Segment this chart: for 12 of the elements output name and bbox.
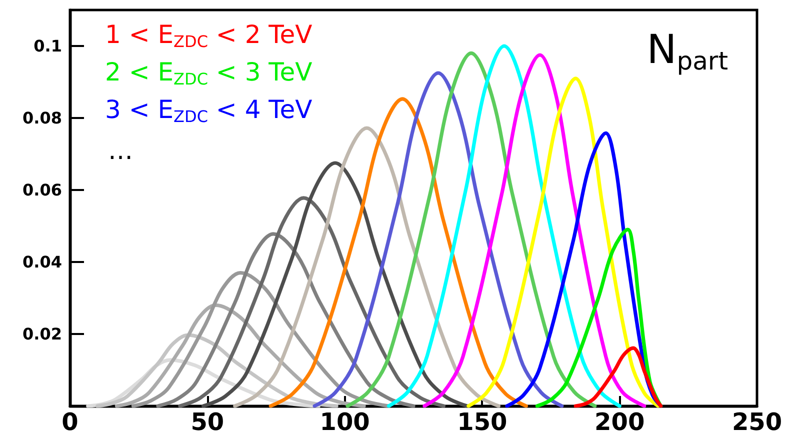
y-tick-label: 0.08 [22, 108, 62, 128]
x-tick-label: 200 [594, 408, 645, 435]
x-tick-label: 0 [62, 408, 78, 435]
annotation: … [108, 136, 133, 165]
x-tick-label: 100 [320, 408, 370, 435]
y-tick-label: 0.04 [22, 252, 62, 272]
x-tick-label: 150 [457, 408, 508, 435]
x-tick-label: 50 [190, 408, 224, 435]
y-tick-label: 0.06 [22, 180, 62, 200]
x-tick-label: 250 [732, 408, 782, 435]
y-tick-label: 0.1 [34, 36, 62, 56]
y-tick-label: 0.02 [22, 324, 62, 344]
